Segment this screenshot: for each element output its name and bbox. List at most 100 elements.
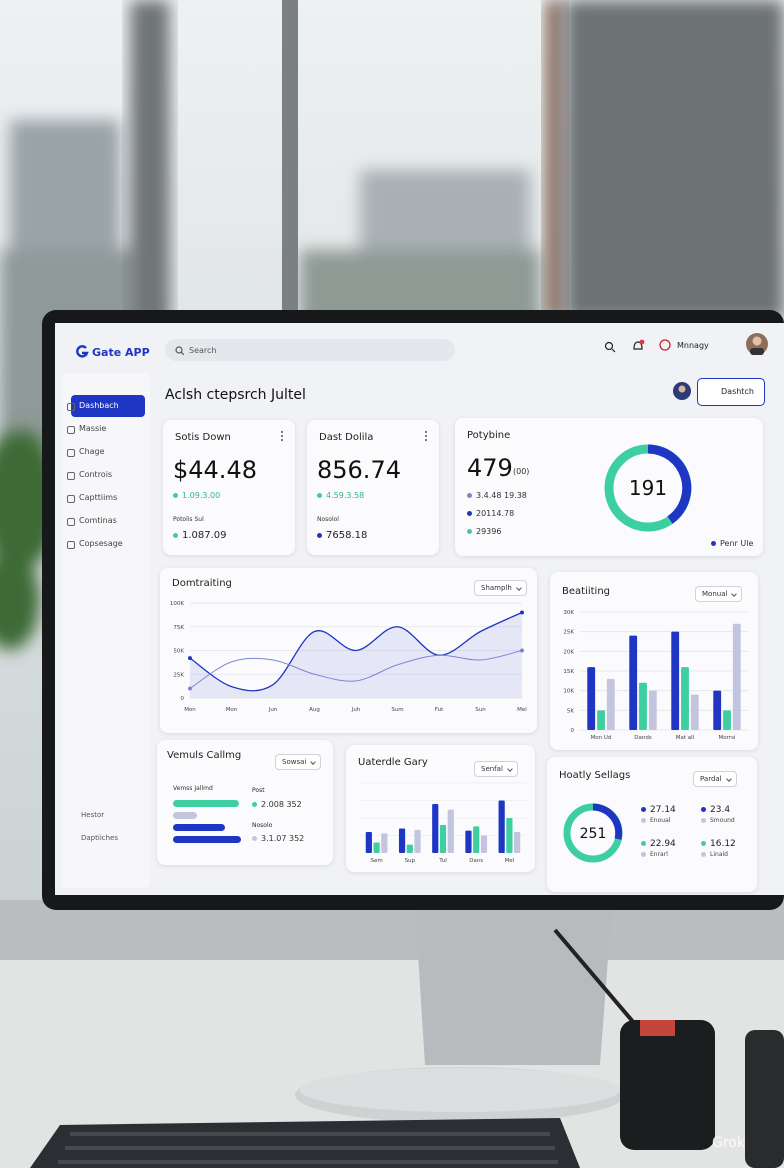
health-card: Hoatly Sellags Pardal 251 27.14 Enoual 23.… — [547, 757, 757, 892]
search-box[interactable] — [165, 339, 455, 361]
summary-unit: (00) — [513, 467, 530, 476]
donut-label: 251 — [580, 826, 607, 842]
x-tick-label: Sun — [475, 707, 486, 713]
y-tick-label: 10K — [563, 689, 574, 695]
bar — [597, 710, 605, 730]
card-sub-label: Nosolol — [317, 516, 339, 523]
action-button-label[interactable]: Dashtch — [721, 387, 754, 396]
stat-card: Sotis Down $44.48 1.09.3.00 Potolis Sul 1.08… — [163, 420, 295, 555]
card-sub-label: Potolis Sul — [173, 516, 204, 523]
bar — [381, 833, 388, 853]
summary-title: Potybine — [467, 430, 511, 441]
legend-value-text: 16.12 — [710, 839, 736, 849]
x-tick-label: Mon Ud — [591, 735, 612, 741]
bar — [398, 828, 406, 853]
bar — [690, 694, 699, 730]
user-name[interactable]: Mnnagy — [677, 341, 709, 350]
dropdown[interactable]: Shamplh — [474, 580, 527, 596]
card-value: 856.74 — [317, 456, 401, 484]
legend-label: Smound — [701, 817, 735, 824]
volume-card: Vemuls Callmg Sowsai Vemss Jallmd Post 2… — [157, 740, 333, 865]
volume-item-value: 3.1.07 352 — [261, 834, 305, 843]
sidebar-footer[interactable]: Hestor — [81, 811, 105, 819]
sub-value-text: 1.087.09 — [182, 530, 227, 541]
bar — [480, 835, 488, 853]
nav-item[interactable]: Dashbach — [65, 401, 119, 411]
volume-label: Vemss Jallmd — [173, 785, 213, 792]
x-tick-label: Aug — [309, 707, 320, 713]
nav-item[interactable]: Capttiims — [65, 493, 117, 503]
notification-bell[interactable] — [631, 338, 645, 354]
volume-item-label: Nosolo — [252, 822, 273, 829]
chart-title: Uaterdle Gary — [358, 757, 428, 768]
bar — [447, 809, 454, 853]
search-placeholder: Search — [189, 346, 217, 355]
y-tick-label: 5K — [567, 708, 574, 714]
progress-bar — [173, 812, 197, 819]
x-tick-label: Mel — [505, 858, 515, 864]
volume-item-label: Post — [252, 787, 265, 794]
summary-card: Potybine 479 (00) 3.4.48 19.38 20114.78 … — [455, 418, 763, 556]
search-button[interactable] — [604, 341, 616, 353]
x-tick-label: Mon — [226, 707, 238, 713]
bar — [465, 830, 472, 853]
bar — [671, 631, 680, 730]
bar-chart-card: Beatiiting Monual 0 5K 10K 15K 20K 25K 30K Mon … — [550, 572, 758, 750]
summary-item: 3.4.48 19.38 — [476, 491, 527, 500]
y-tick-label: 20K — [563, 649, 574, 655]
nav-item[interactable]: Chage — [65, 447, 105, 457]
line-chart: 0 25K 50K 75K 100K Mon Mon Jun Aug Juh Sum Fut Sun Me… — [170, 601, 527, 713]
bar — [648, 690, 657, 730]
chart-title: Domtraiting — [172, 578, 232, 589]
x-tick-label: Sum — [391, 707, 403, 713]
nav-item[interactable]: Copsesage — [65, 539, 123, 549]
dropdown[interactable]: Pardal — [693, 771, 737, 787]
dropdown[interactable]: Sowsai — [275, 754, 322, 770]
sidebar-footer[interactable]: Daptiiches — [81, 834, 118, 842]
y-tick-label: 0 — [181, 696, 185, 702]
card-menu[interactable] — [281, 431, 285, 441]
legend-label: Enrarl — [641, 851, 668, 858]
bar — [723, 710, 731, 730]
summary-value: 479 — [467, 454, 513, 482]
nav-item[interactable]: Comtinas — [65, 516, 117, 526]
legend-value: 27.14 — [641, 805, 676, 815]
avatar[interactable] — [745, 332, 769, 356]
area — [190, 612, 522, 698]
bar — [406, 844, 413, 853]
action-button[interactable] — [697, 378, 765, 406]
dropdown[interactable]: Monual — [695, 586, 743, 602]
bar — [373, 842, 380, 853]
health-donut: 251 — [563, 803, 623, 863]
y-tick-label: 0 — [571, 728, 575, 734]
delta-text: 4.59.3.58 — [326, 491, 365, 500]
dropdown[interactable]: Senfal — [474, 761, 518, 777]
bar — [587, 667, 596, 730]
y-tick-label: 75K — [173, 625, 184, 631]
bar — [681, 667, 689, 730]
legend-entry: Penr Ule — [720, 539, 754, 548]
legend-label-text: Smound — [710, 817, 735, 824]
line-endpoint — [520, 610, 524, 615]
progress-bar — [173, 800, 239, 807]
card-menu[interactable] — [425, 431, 429, 441]
nav-item[interactable]: Massie — [65, 424, 106, 434]
bar — [498, 800, 505, 853]
y-tick-label: 50K — [173, 649, 184, 655]
bar — [713, 690, 722, 730]
line-chart-card: Domtraiting Shamplh 0 25K 50K 75K 100K Mon Mon… — [160, 568, 537, 733]
nav-item[interactable]: Controis — [65, 470, 112, 480]
card-delta: 1.09.3.00 — [173, 491, 220, 500]
card-value: $44.48 — [173, 456, 257, 484]
card-title: Hoatly Sellags — [559, 770, 631, 781]
x-tick-label: Mat all — [676, 735, 695, 741]
summary-donut: 191 — [604, 444, 692, 532]
progress-bar — [173, 836, 241, 843]
card-title: Dast Dolila — [319, 432, 374, 443]
bar — [432, 804, 439, 853]
card-title: Sotis Down — [175, 432, 231, 443]
sub-value-text: 7658.18 — [326, 530, 368, 541]
bar — [514, 832, 521, 853]
card-sub-value: 7658.18 — [317, 530, 367, 541]
bar — [439, 825, 447, 853]
